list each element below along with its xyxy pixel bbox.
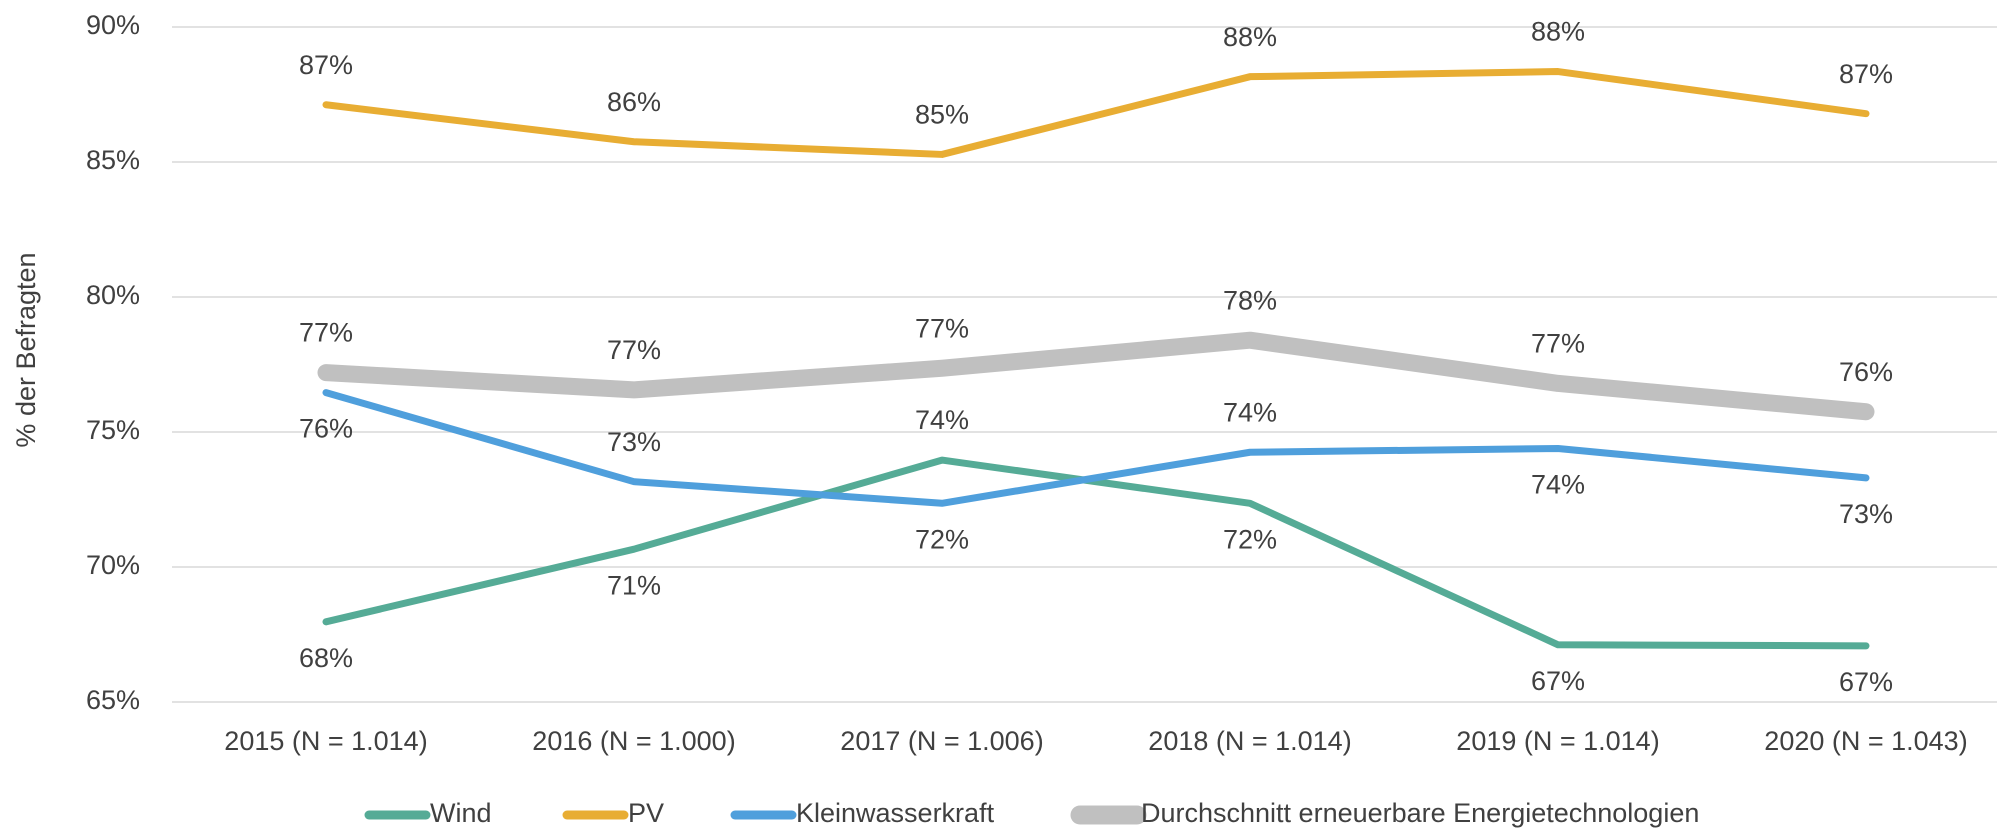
data-label: 74% (915, 405, 969, 435)
data-label: 77% (1531, 329, 1585, 359)
y-tick-label: 85% (86, 145, 140, 175)
x-tick-label: 2015 (N = 1.014) (224, 726, 427, 756)
series-line (322, 456, 1870, 650)
data-label: 85% (915, 100, 969, 130)
series-line (322, 389, 1870, 507)
y-axis-label: % der Befragten (11, 252, 41, 447)
data-label: 87% (1839, 59, 1893, 89)
data-label: 72% (915, 524, 969, 554)
data-label: 71% (607, 570, 661, 600)
data-label: 77% (299, 318, 353, 348)
x-tick-label: 2017 (N = 1.006) (840, 726, 1043, 756)
data-label: 77% (915, 313, 969, 343)
data-label: 86% (607, 87, 661, 117)
data-label: 73% (607, 427, 661, 457)
data-label: 74% (1531, 470, 1585, 500)
data-label: 87% (299, 50, 353, 80)
y-tick-label: 70% (86, 550, 140, 580)
legend-label: Wind (430, 798, 492, 828)
data-label: 78% (1223, 285, 1277, 315)
x-tick-label: 2018 (N = 1.014) (1148, 726, 1351, 756)
y-tick-label: 65% (86, 685, 140, 715)
data-label: 76% (299, 414, 353, 444)
legend-label: PV (628, 798, 664, 828)
y-tick-label: 80% (86, 280, 140, 310)
x-tick-label: 2020 (N = 1.043) (1764, 726, 1967, 756)
legend-label: Kleinwasserkraft (796, 798, 995, 828)
data-label: 77% (607, 335, 661, 365)
x-tick-label: 2019 (N = 1.014) (1456, 726, 1659, 756)
y-tick-label: 75% (86, 415, 140, 445)
data-label: 74% (1223, 397, 1277, 427)
series-line (322, 68, 1870, 158)
data-label: 76% (1839, 357, 1893, 387)
x-tick-label: 2016 (N = 1.000) (532, 726, 735, 756)
data-label: 68% (299, 643, 353, 673)
data-label: 67% (1531, 666, 1585, 696)
y-tick-label: 90% (86, 10, 140, 40)
data-label: 88% (1223, 22, 1277, 52)
data-label: 67% (1839, 667, 1893, 697)
data-label: 88% (1531, 17, 1585, 47)
series-line (317, 331, 1875, 421)
data-label: 73% (1839, 499, 1893, 529)
data-label: 72% (1223, 524, 1277, 554)
legend-label: Durchschnitt erneuerbare Energietechnolo… (1141, 798, 1699, 828)
